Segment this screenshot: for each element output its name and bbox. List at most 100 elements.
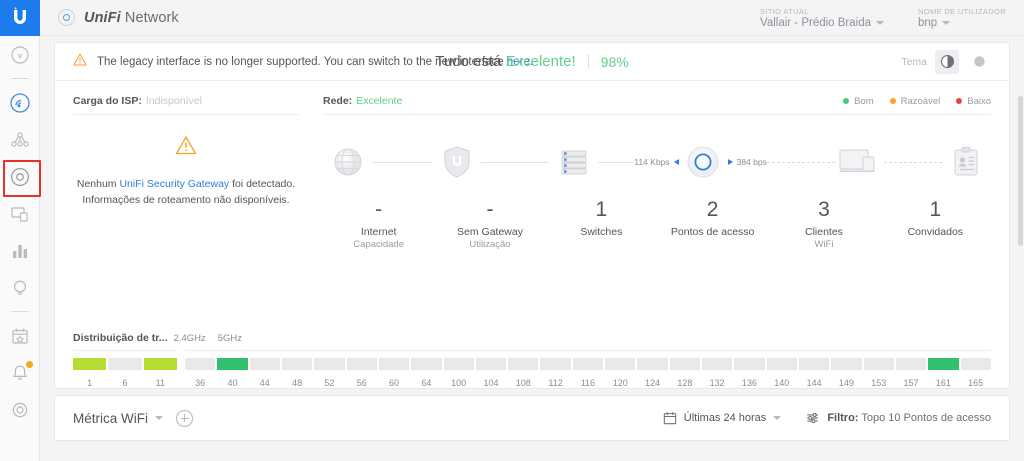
channel-bar[interactable] bbox=[702, 358, 733, 370]
band-5-bars bbox=[185, 358, 991, 370]
theme-dark-button[interactable] bbox=[967, 50, 991, 74]
sidebar-item-events[interactable] bbox=[0, 317, 40, 354]
topology-node-clients[interactable] bbox=[835, 145, 884, 179]
sidebar-item-insights[interactable] bbox=[0, 269, 40, 306]
channel-bar[interactable] bbox=[669, 358, 700, 370]
sidebar-item-devices[interactable] bbox=[0, 158, 41, 197]
filter-selector[interactable]: Filtro: Topo 10 Pontos de acesso bbox=[805, 411, 991, 425]
sidebar-item-dashboard-alt[interactable]: v bbox=[0, 36, 40, 73]
topology-link-2 bbox=[481, 161, 550, 163]
legacy-banner-link[interactable]: here bbox=[506, 55, 530, 68]
overview-card: The legacy interface is no longer suppor… bbox=[54, 42, 1010, 389]
client-devices-icon bbox=[839, 149, 876, 172]
channel-tick-label: 165 bbox=[968, 378, 984, 388]
chevron-down-icon bbox=[942, 20, 951, 25]
band-5-ticks: 36 40 44 48 52 56 60 64 100 104 108 112 116 120 124 128… bbox=[185, 378, 991, 388]
legend-item-fair: Razoável bbox=[889, 95, 941, 107]
time-range-selector[interactable]: Últimas 24 horas bbox=[663, 411, 782, 425]
channel-bar[interactable] bbox=[249, 358, 280, 370]
channel-bar[interactable] bbox=[798, 358, 830, 370]
brand-name-bold: UniFi bbox=[84, 9, 121, 26]
rate-up-value: 384 bps bbox=[736, 157, 767, 167]
channel-bar[interactable] bbox=[508, 358, 539, 370]
sidebar-item-clients[interactable] bbox=[0, 195, 40, 232]
legend-label: Bom bbox=[854, 95, 874, 107]
stat-gateway: - Sem Gateway Utilização bbox=[434, 197, 545, 250]
topology-node-guests[interactable] bbox=[942, 145, 991, 179]
filter-label: Filtro: bbox=[827, 412, 859, 424]
channel-bar[interactable] bbox=[605, 358, 636, 370]
topology-node-gateway[interactable] bbox=[432, 145, 481, 179]
channel-bar[interactable] bbox=[475, 358, 507, 370]
channel-bar[interactable] bbox=[895, 358, 927, 370]
switch-stack-icon bbox=[561, 150, 587, 175]
stat-label: Internet bbox=[360, 226, 397, 238]
channel-bar[interactable] bbox=[314, 358, 345, 370]
plus-circle-icon[interactable] bbox=[176, 409, 193, 427]
channel-tick-label: 36 bbox=[195, 378, 206, 388]
channel-bar[interactable] bbox=[960, 358, 991, 370]
channel-tick-label: 40 bbox=[227, 378, 238, 388]
brand[interactable]: UniFi Network bbox=[58, 9, 179, 26]
channel-bar[interactable] bbox=[572, 358, 604, 370]
legend-item-good: Bom bbox=[843, 96, 874, 107]
channel-bar[interactable] bbox=[637, 358, 668, 370]
channel-bar[interactable] bbox=[734, 358, 765, 370]
stat-value: - bbox=[486, 198, 494, 221]
sidebar-item-wifi[interactable] bbox=[0, 84, 40, 121]
chevron-down-icon bbox=[773, 416, 782, 420]
channel-tick-label: 56 bbox=[356, 378, 367, 388]
sidebar-item-topology[interactable] bbox=[0, 121, 40, 158]
gateway-note-link[interactable]: UniFi Security Gateway bbox=[119, 178, 230, 190]
ubiquiti-u-logo-icon[interactable] bbox=[0, 0, 40, 36]
vertical-scrollbar[interactable] bbox=[1017, 36, 1024, 461]
channel-bar[interactable] bbox=[217, 358, 248, 370]
network-status: Excelente bbox=[356, 95, 403, 107]
channel-bar[interactable] bbox=[443, 358, 474, 370]
channel-bar[interactable] bbox=[411, 358, 442, 370]
channel-bar[interactable] bbox=[281, 358, 313, 370]
stat-label: Convidados bbox=[907, 226, 964, 238]
topology-node-internet[interactable] bbox=[323, 145, 372, 179]
guest-badge-icon bbox=[954, 147, 978, 176]
channel-tick-label: 136 bbox=[741, 378, 757, 388]
user-selector[interactable]: NOME DE UTILIZADOR bnp bbox=[918, 7, 1006, 29]
sidebar-item-alerts[interactable] bbox=[0, 354, 40, 391]
time-range-label: Últimas 24 horas bbox=[683, 412, 767, 424]
stat-value: 3 bbox=[818, 198, 830, 221]
legend-label: Baixo bbox=[967, 95, 991, 107]
stat-clients: 3 Clientes WiFi bbox=[768, 197, 879, 250]
channel-bar[interactable] bbox=[73, 358, 107, 370]
topology-link-5 bbox=[883, 161, 942, 163]
topology-node-access-points[interactable] bbox=[679, 143, 728, 181]
wifi-metric-selector[interactable]: Métrica WiFi bbox=[73, 411, 163, 426]
channel-title: Distribuição de tr... bbox=[73, 332, 168, 344]
legacy-banner-text: The legacy interface is no longer suppor… bbox=[97, 55, 507, 68]
channel-bar[interactable] bbox=[378, 358, 410, 370]
arrow-right-icon bbox=[727, 159, 733, 165]
site-selector[interactable]: SÍTIO ATUAL Vallair - Prédio Braida bbox=[760, 7, 885, 29]
channel-bar[interactable] bbox=[346, 358, 377, 370]
legend-label: Razoável bbox=[900, 95, 941, 107]
sidebar-item-settings[interactable] bbox=[0, 391, 40, 428]
network-legend: Bom Razoável Baixo bbox=[843, 96, 991, 107]
brand-name-rest: Network bbox=[120, 9, 179, 26]
channel-bar[interactable] bbox=[185, 358, 216, 370]
warning-triangle-icon bbox=[73, 52, 87, 71]
topology-node-switches[interactable] bbox=[549, 146, 598, 178]
sidebar-item-statistics[interactable] bbox=[0, 232, 40, 269]
channel-bar[interactable] bbox=[863, 358, 894, 370]
channel-bar[interactable] bbox=[143, 358, 177, 370]
health-divider bbox=[587, 54, 589, 69]
channel-bar[interactable] bbox=[540, 358, 571, 370]
theme-light-button[interactable] bbox=[935, 49, 959, 74]
health-percent: 98% bbox=[600, 53, 629, 70]
stat-sublabel: Utilização bbox=[469, 239, 511, 250]
channel-bar[interactable] bbox=[108, 358, 142, 370]
user-value: bnp bbox=[918, 16, 938, 29]
channel-bar[interactable] bbox=[831, 358, 862, 370]
channel-bar[interactable] bbox=[766, 358, 797, 370]
channel-distribution: Distribuição de tr... 2.4GHz 5GHz 1 6 11 bbox=[55, 318, 1009, 388]
legacy-banner: The legacy interface is no longer suppor… bbox=[55, 43, 1009, 81]
channel-bar[interactable] bbox=[928, 358, 959, 370]
